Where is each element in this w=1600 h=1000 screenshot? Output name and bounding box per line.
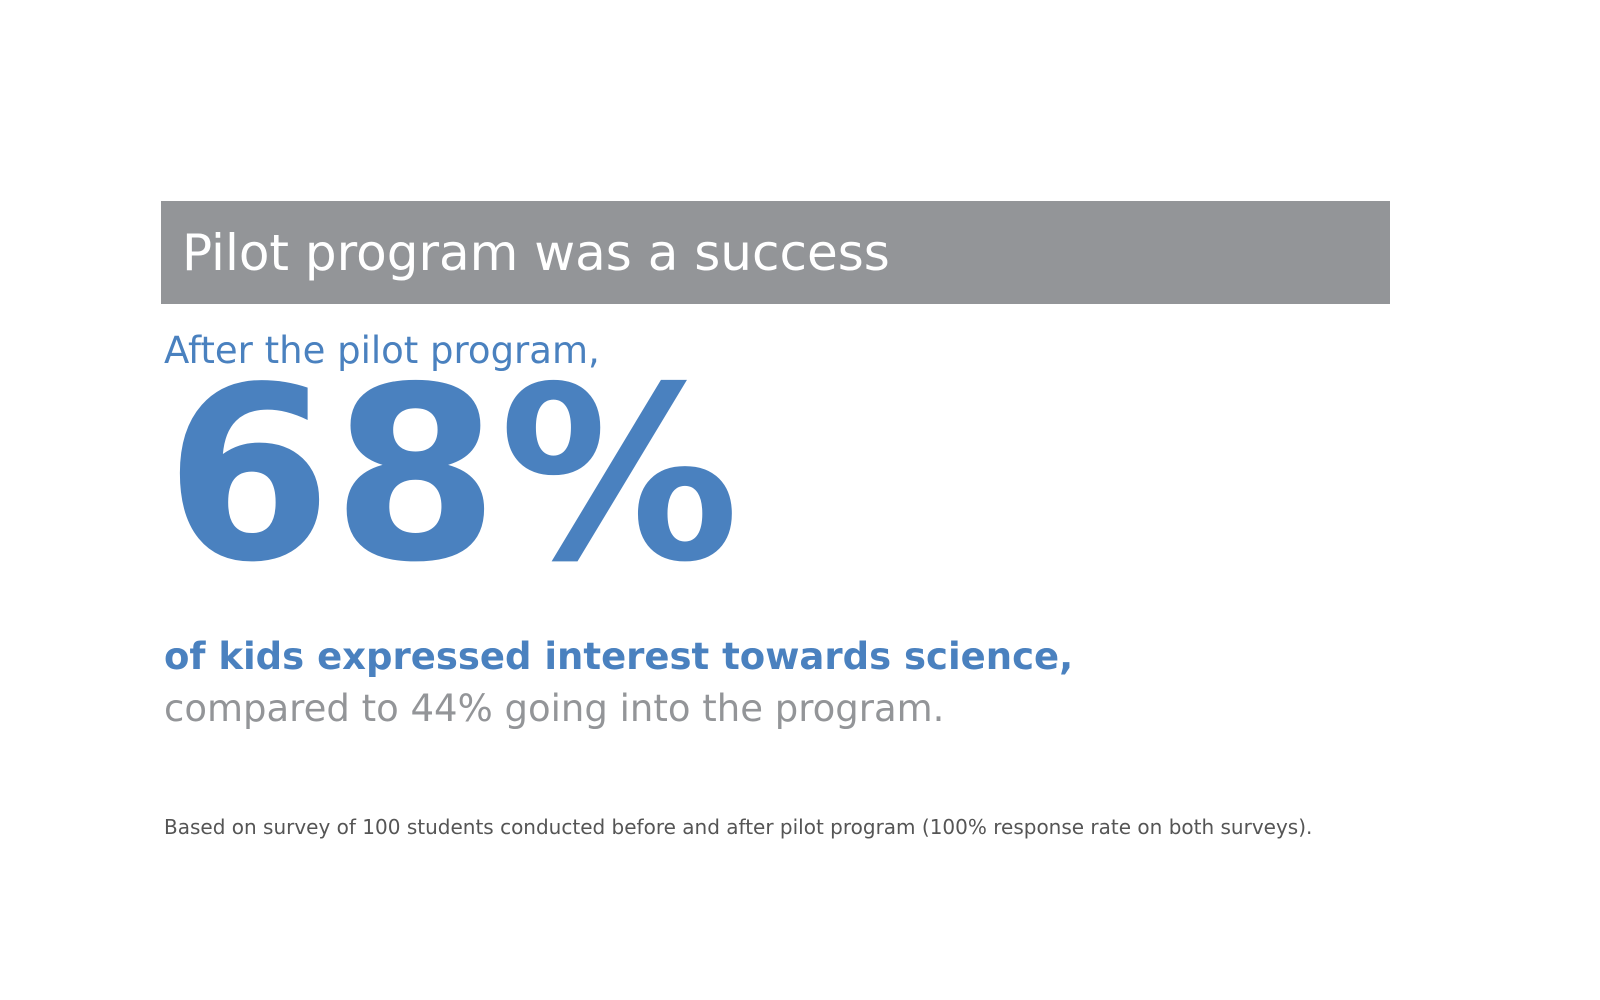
- footnote: Based on survey of 100 students conducte…: [164, 815, 1313, 839]
- lead-text: After the pilot program,: [164, 329, 600, 372]
- title-bar: Pilot program was a success: [161, 201, 1390, 304]
- stat-value: 68%: [165, 335, 740, 615]
- slide-title: Pilot program was a success: [182, 223, 890, 282]
- stat-highlight: of kids expressed interest towards scien…: [164, 635, 1074, 678]
- stat-comparison: compared to 44% going into the program.: [164, 687, 945, 730]
